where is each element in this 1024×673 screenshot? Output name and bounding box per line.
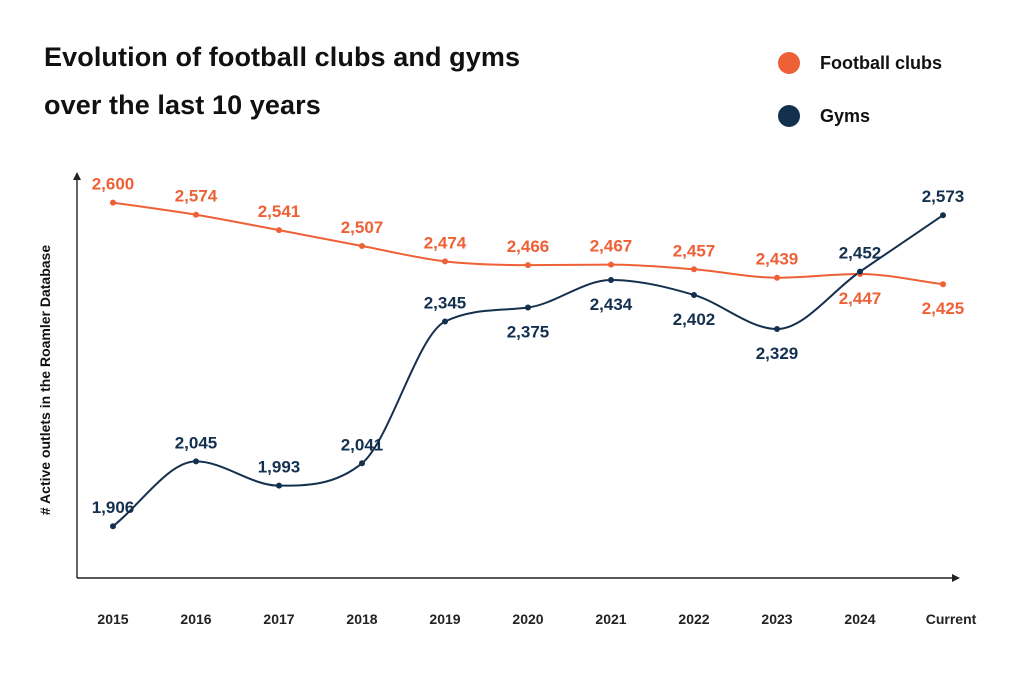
data-point-gyms	[193, 458, 199, 465]
data-point-football-clubs	[774, 274, 780, 281]
data-point-gyms	[691, 291, 697, 298]
legend-label-gyms: Gyms	[820, 105, 871, 126]
data-point-football-clubs	[525, 262, 531, 269]
x-tick-label: 2024	[844, 611, 875, 627]
legend-marker-gyms	[778, 105, 800, 127]
data-label-gyms: 2,573	[922, 187, 965, 206]
data-point-gyms	[525, 304, 531, 311]
data-point-gyms	[857, 268, 863, 275]
data-label-gyms: 2,402	[673, 310, 716, 329]
data-label-gyms: 2,329	[756, 344, 799, 363]
x-axis-arrow-icon	[952, 574, 960, 582]
x-tick-label: 2021	[595, 611, 626, 627]
data-point-gyms	[442, 318, 448, 325]
data-point-football-clubs	[940, 281, 946, 288]
data-point-football-clubs	[442, 258, 448, 265]
data-point-gyms	[359, 460, 365, 467]
data-label-football-clubs: 2,447	[839, 289, 882, 308]
data-label-gyms: 1,906	[92, 498, 135, 517]
data-point-gyms	[110, 523, 116, 530]
data-label-gyms: 2,434	[590, 295, 633, 314]
legend-label-football-clubs: Football clubs	[820, 52, 943, 73]
data-label-football-clubs: 2,466	[507, 237, 550, 256]
data-label-football-clubs: 2,439	[756, 250, 799, 269]
series-line-gyms	[112, 214, 944, 528]
x-tick-label: 2017	[263, 611, 294, 627]
x-tick-label: 2023	[761, 611, 792, 627]
legend-marker-football-clubs	[778, 52, 800, 74]
data-label-gyms: 2,045	[175, 433, 218, 452]
data-label-gyms: 2,375	[507, 323, 550, 342]
x-tick-label: 2015	[97, 611, 128, 627]
data-label-football-clubs: 2,574	[175, 187, 218, 206]
data-point-gyms	[276, 482, 282, 489]
data-point-football-clubs	[193, 211, 199, 218]
data-label-football-clubs: 2,600	[92, 175, 135, 194]
y-axis-arrow-icon	[73, 172, 81, 180]
data-label-football-clubs: 2,541	[258, 202, 301, 221]
data-label-gyms: 2,452	[839, 244, 882, 263]
data-point-football-clubs	[276, 227, 282, 234]
data-label-football-clubs: 2,474	[424, 233, 467, 252]
x-tick-label: 2022	[678, 611, 709, 627]
chart-title-line-1: Evolution of football clubs and gyms	[44, 42, 521, 72]
data-point-gyms	[774, 325, 780, 332]
data-point-football-clubs	[691, 266, 697, 273]
data-point-gyms	[608, 277, 614, 284]
y-axis-label: # Active outlets in the Roamler Database	[37, 245, 53, 515]
x-tick-label: 2020	[512, 611, 543, 627]
data-point-football-clubs	[608, 261, 614, 268]
data-point-football-clubs	[110, 199, 116, 206]
data-point-football-clubs	[359, 242, 365, 249]
data-label-gyms: 2,345	[424, 294, 467, 313]
data-label-football-clubs: 2,467	[590, 237, 633, 256]
legend-item-football-clubs: Football clubs	[778, 50, 942, 76]
chart-title-line-2: over the last 10 years	[44, 90, 321, 120]
x-tick-label: 2019	[429, 611, 460, 627]
data-label-football-clubs: 2,425	[922, 299, 965, 318]
x-tick-label: Current	[926, 611, 977, 627]
data-label-football-clubs: 2,507	[341, 218, 384, 237]
x-tick-label: 2018	[346, 611, 377, 627]
legend-item-gyms: Gyms	[778, 103, 870, 129]
data-label-gyms: 1,993	[258, 458, 301, 477]
data-label-football-clubs: 2,457	[673, 241, 716, 260]
data-label-gyms: 2,041	[341, 435, 384, 454]
x-tick-label: 2016	[180, 611, 211, 627]
data-point-gyms	[940, 212, 946, 219]
